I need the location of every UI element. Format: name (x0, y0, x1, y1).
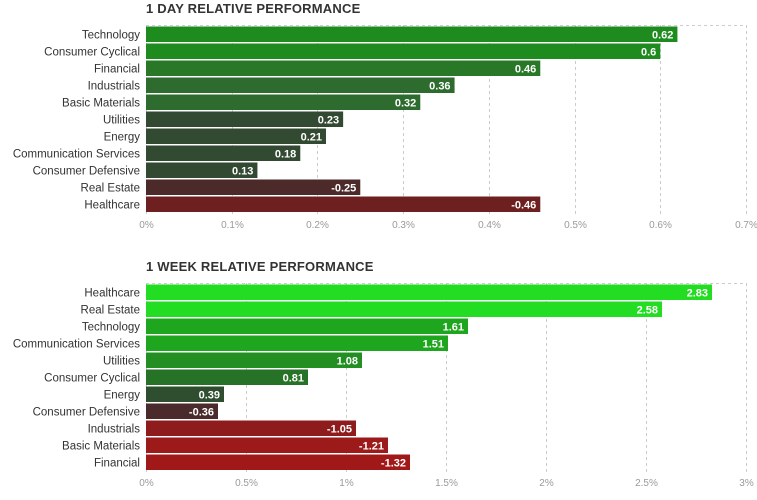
value-label: 1.51 (423, 338, 444, 350)
value-label: -1.21 (359, 440, 384, 452)
x-tick-label: 1.5% (435, 478, 458, 489)
category-label: Consumer Defensive (33, 165, 140, 177)
x-tick-label: 1% (339, 478, 354, 489)
bar (146, 301, 662, 317)
category-label: Consumer Cyclical (44, 46, 140, 58)
chart-1-day-panel: 1 DAY RELATIVE PERFORMANCE 0% 0.1% 0.2% 0.3… (0, 0, 757, 245)
x-tick-label: 0.5% (235, 478, 258, 489)
bar (146, 369, 308, 385)
category-label: Financial (94, 63, 140, 75)
x-tick-label: 2.5% (635, 478, 658, 489)
bar (146, 454, 410, 470)
value-label: 0.39 (199, 389, 220, 401)
x-tick-label: 0% (139, 478, 154, 489)
value-label: -1.32 (381, 457, 406, 469)
chart-1-day: 0% 0.1% 0.2% 0.3% 0.4% 0.5% 0.6% 0.7% Technology… (13, 25, 757, 231)
x-tick-label: 0.1% (221, 220, 244, 231)
category-label: Technology (82, 29, 140, 41)
category-label: Financial (94, 457, 140, 469)
category-label: Basic Materials (62, 97, 140, 109)
bar (146, 77, 455, 93)
value-label: -0.25 (331, 182, 356, 194)
value-label: 0.62 (652, 29, 673, 41)
category-label: Communication Services (13, 338, 140, 350)
bar (146, 318, 468, 334)
x-tick-label: 0.5% (564, 220, 587, 231)
bar (146, 60, 541, 76)
value-label: 1.08 (337, 355, 358, 367)
chart-1-week-panel: 1 WEEK RELATIVE PERFORMANCE 0% 0.5% 1% 1.5%… (0, 258, 757, 498)
value-label: 1.61 (443, 321, 464, 333)
bar (146, 437, 388, 453)
value-label: 2.83 (687, 287, 708, 299)
value-label: 0.18 (275, 148, 296, 160)
category-label: Industrials (88, 80, 141, 92)
x-tick-label: 0.2% (306, 220, 329, 231)
bar (146, 111, 344, 127)
bar (146, 386, 224, 402)
bar (146, 162, 258, 178)
category-label: Basic Materials (62, 440, 140, 452)
value-label: 0.23 (318, 114, 339, 126)
bar (146, 43, 661, 59)
bar (146, 94, 421, 110)
value-label: 0.81 (283, 372, 304, 384)
bar (146, 26, 678, 42)
chart-1-week: 0% 0.5% 1% 1.5% 2% 2.5% 3% Healthcare 2.83 Real E… (13, 283, 754, 489)
x-tick-label: 0.4% (478, 220, 501, 231)
value-label: -0.46 (511, 199, 536, 211)
category-label: Healthcare (84, 199, 140, 211)
value-label: -0.36 (189, 406, 214, 418)
category-label: Industrials (88, 423, 141, 435)
bar (146, 352, 362, 368)
value-label: 0.6 (641, 46, 656, 58)
x-tick-label: 0% (139, 220, 154, 231)
value-label: 2.58 (637, 304, 658, 316)
category-label: Utilities (103, 355, 140, 367)
category-label: Technology (82, 321, 140, 333)
bar (146, 145, 301, 161)
chart-title: 1 DAY RELATIVE PERFORMANCE (146, 1, 361, 16)
value-label: -1.05 (327, 423, 352, 435)
x-tick-label: 0.6% (649, 220, 672, 231)
category-label: Energy (104, 389, 141, 401)
category-label: Healthcare (84, 287, 140, 299)
category-label: Energy (104, 131, 141, 143)
bar (146, 196, 541, 212)
x-tick-label: 0.3% (392, 220, 415, 231)
value-label: 0.46 (515, 63, 536, 75)
category-label: Utilities (103, 114, 140, 126)
bar (146, 179, 361, 195)
value-label: 0.32 (395, 97, 416, 109)
value-label: 0.21 (301, 131, 322, 143)
bar (146, 128, 326, 144)
bar (146, 284, 712, 300)
category-label: Real Estate (81, 182, 140, 194)
bar (146, 403, 218, 419)
chart-title: 1 WEEK RELATIVE PERFORMANCE (146, 259, 374, 274)
value-label: 0.13 (232, 165, 253, 177)
x-tick-label: 2% (539, 478, 554, 489)
category-label: Real Estate (81, 304, 140, 316)
category-label: Consumer Cyclical (44, 372, 140, 384)
category-label: Communication Services (13, 148, 140, 160)
category-label: Consumer Defensive (33, 406, 140, 418)
bar (146, 335, 448, 351)
bar (146, 420, 356, 436)
value-label: 0.36 (429, 80, 450, 92)
x-tick-label: 3% (739, 478, 754, 489)
x-tick-label: 0.7% (735, 220, 757, 231)
